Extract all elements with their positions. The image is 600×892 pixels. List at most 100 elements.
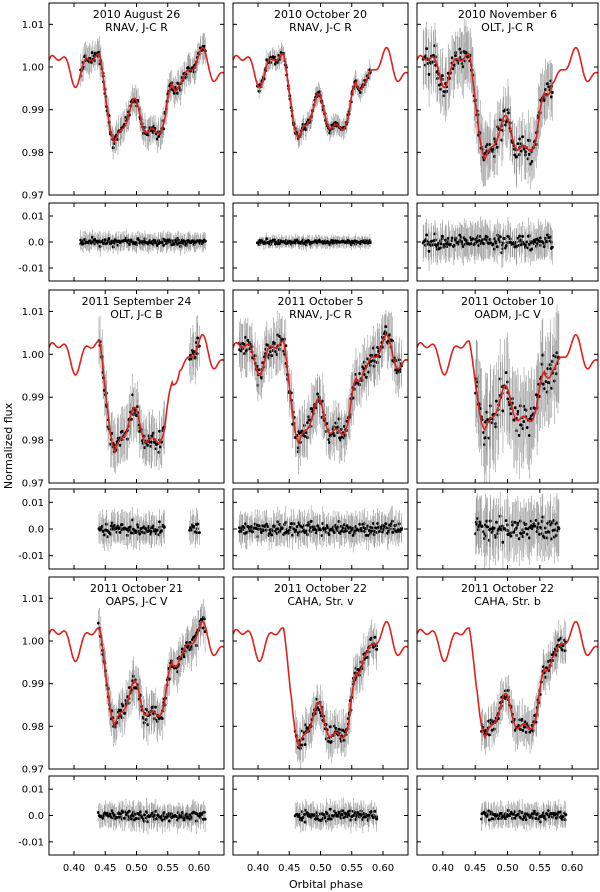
data-point bbox=[146, 133, 150, 137]
residual-point bbox=[527, 242, 531, 246]
residual-point bbox=[142, 819, 146, 823]
panel-title: 2011 October 10 bbox=[461, 295, 554, 308]
residual-point bbox=[150, 530, 154, 534]
panel-title: 2011 September 24 bbox=[82, 295, 192, 308]
residual-point bbox=[184, 242, 188, 246]
data-point bbox=[547, 85, 551, 89]
residual-point bbox=[179, 815, 183, 819]
residual-point bbox=[337, 520, 341, 524]
flux-plot bbox=[49, 599, 224, 747]
residual-point bbox=[325, 524, 329, 528]
model-curve bbox=[49, 333, 224, 454]
residual-point bbox=[260, 531, 264, 535]
residual-point bbox=[162, 243, 166, 247]
residual-point bbox=[550, 245, 554, 249]
data-point bbox=[384, 325, 388, 329]
residual-point bbox=[332, 530, 336, 534]
residual-point bbox=[495, 245, 499, 249]
data-point bbox=[257, 89, 261, 93]
data-point bbox=[458, 47, 462, 51]
residual-point bbox=[273, 524, 277, 528]
residual-point bbox=[120, 523, 124, 527]
residual-point bbox=[276, 527, 280, 531]
data-point bbox=[270, 354, 274, 358]
panel-title: 2010 August 26 bbox=[93, 8, 180, 21]
panel-subtitle: RNAV, J-C R bbox=[289, 21, 352, 34]
residual-point bbox=[533, 524, 537, 528]
data-point bbox=[150, 434, 154, 438]
data-point bbox=[484, 436, 488, 440]
data-point bbox=[506, 397, 510, 401]
residual-point bbox=[518, 234, 522, 238]
residual-point bbox=[292, 522, 296, 526]
data-point bbox=[494, 425, 498, 429]
residual-point bbox=[127, 809, 131, 813]
data-point bbox=[189, 353, 193, 357]
residual-point bbox=[162, 525, 166, 529]
data-point bbox=[142, 721, 146, 725]
data-point bbox=[522, 420, 526, 424]
residual-point bbox=[180, 811, 184, 815]
residual-point bbox=[515, 526, 519, 530]
data-point bbox=[147, 434, 151, 438]
flux-plot bbox=[417, 304, 598, 483]
data-point bbox=[504, 371, 508, 375]
residual-point bbox=[498, 240, 502, 244]
data-point bbox=[277, 347, 281, 351]
residual-point bbox=[372, 533, 376, 537]
residual-point bbox=[522, 530, 526, 534]
data-point bbox=[495, 145, 499, 149]
panel-subtitle: OLT, J-C B bbox=[110, 308, 163, 321]
data-point bbox=[318, 90, 322, 94]
residual-plot bbox=[96, 797, 207, 835]
residual-point bbox=[368, 241, 372, 245]
residual-point bbox=[107, 237, 111, 241]
residual-point bbox=[203, 239, 207, 243]
data-point bbox=[273, 341, 277, 345]
data-point bbox=[550, 90, 554, 94]
residual-point bbox=[511, 523, 515, 527]
data-point bbox=[425, 47, 429, 51]
data-point bbox=[184, 649, 188, 653]
resid-y-tick-label: 0.0 bbox=[28, 811, 44, 822]
y-tick-label: 0.97 bbox=[22, 765, 44, 776]
data-point bbox=[376, 345, 380, 349]
data-point bbox=[506, 108, 510, 112]
y-tick-label: 1.01 bbox=[22, 20, 44, 31]
residual-point bbox=[501, 540, 505, 544]
residual-point bbox=[519, 238, 523, 242]
x-tick-label: 0.45 bbox=[94, 863, 116, 874]
residual-point bbox=[376, 522, 380, 526]
y-tick-label: 1.00 bbox=[22, 350, 44, 361]
residual-point bbox=[143, 531, 147, 535]
data-point bbox=[143, 446, 147, 450]
residual-point bbox=[508, 237, 512, 241]
y-tick-label: 1.01 bbox=[22, 594, 44, 605]
residual-point bbox=[427, 249, 431, 253]
residual-point bbox=[501, 241, 505, 245]
residual-point bbox=[389, 527, 393, 531]
y-tick-label: 0.98 bbox=[22, 148, 44, 159]
residual-point bbox=[353, 531, 357, 535]
residual-point bbox=[520, 532, 524, 536]
residual-point bbox=[492, 247, 496, 251]
residual-point bbox=[480, 524, 484, 528]
panel-subtitle: OAPS, J-C V bbox=[105, 595, 168, 608]
residual-point bbox=[543, 526, 547, 530]
residual-point bbox=[160, 529, 164, 533]
residual-point bbox=[271, 529, 275, 533]
residual-point bbox=[444, 238, 448, 242]
data-point bbox=[552, 379, 556, 383]
data-point bbox=[513, 406, 517, 410]
residual-point bbox=[101, 816, 105, 820]
data-point bbox=[542, 98, 546, 102]
residual-point bbox=[516, 236, 520, 240]
data-point bbox=[544, 380, 548, 384]
data-point bbox=[542, 382, 546, 386]
residual-point bbox=[265, 522, 269, 526]
residual-point bbox=[177, 238, 181, 242]
residual-point bbox=[170, 243, 174, 247]
residual-point bbox=[321, 522, 325, 526]
